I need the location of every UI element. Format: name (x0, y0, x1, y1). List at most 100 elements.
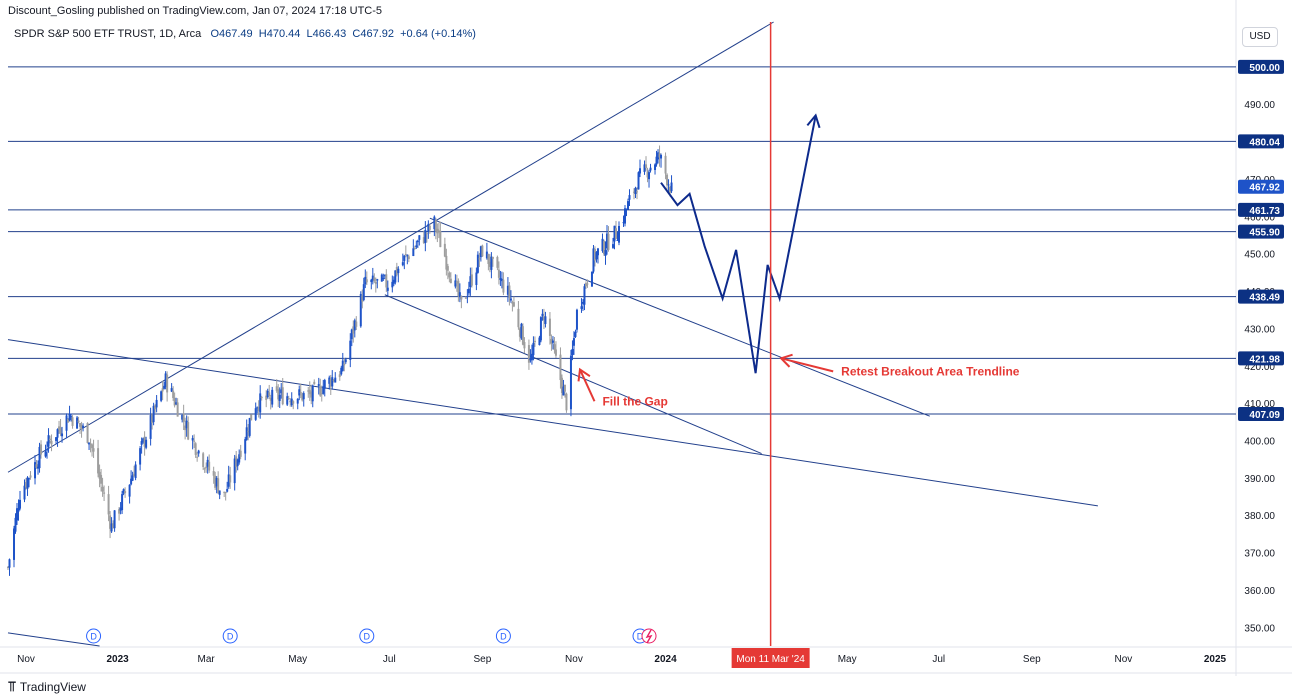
candle-body (107, 494, 110, 515)
candle-body (142, 438, 145, 442)
candle-body (185, 420, 188, 429)
x-tick-label: 2024 (654, 654, 677, 665)
candle-body (277, 389, 280, 400)
dividend-label: D (227, 632, 234, 642)
candle-body (539, 317, 542, 341)
candle-body (554, 349, 557, 356)
candle-body (365, 279, 368, 283)
candle-body (56, 429, 59, 438)
candle-body (223, 491, 226, 493)
candle-body (128, 484, 131, 497)
candle-body (350, 329, 353, 340)
publisher-bar: Discount_Gosling published on TradingVie… (0, 0, 1292, 22)
candle-body (448, 272, 451, 278)
candle-body (425, 233, 428, 235)
candle-body (173, 397, 176, 406)
candle-body (302, 393, 305, 400)
candle-body (470, 274, 473, 286)
candle-body (637, 172, 640, 190)
price-level-label: 480.04 (1249, 137, 1280, 148)
candle-body (236, 459, 239, 467)
price-level-label: 461.73 (1249, 206, 1280, 217)
legend-change: +0.64 (+0.14%) (400, 28, 476, 40)
candle-body (17, 508, 20, 512)
dividend-label: D (364, 632, 371, 642)
tradingview-brand[interactable]: ⫪ TradingView (8, 678, 86, 695)
y-tick-label: 460.00 (1244, 212, 1275, 223)
candle-body (664, 155, 667, 174)
candle-body (317, 384, 320, 386)
candle-body (496, 256, 499, 268)
dividend-icon (359, 628, 375, 644)
candle-body (299, 391, 302, 394)
candle-body (562, 386, 565, 396)
x-tick-label: Nov (17, 654, 35, 665)
candle-body (458, 292, 461, 297)
candle-body (559, 354, 562, 381)
candle-body (593, 249, 596, 261)
candle-body (110, 523, 113, 532)
candle-body (118, 509, 121, 514)
candle-body (499, 278, 502, 280)
trendline (7, 632, 100, 647)
candle-body (551, 340, 554, 343)
date-marker-label: Mon 11 Mar '24 (736, 654, 805, 665)
candle-body (404, 253, 407, 255)
candle-body (669, 186, 672, 193)
current-price-label: 467.92 (1249, 183, 1280, 194)
currency-button[interactable]: USD (1242, 27, 1278, 47)
candle-body (617, 225, 620, 243)
x-tick-label: Sep (473, 654, 491, 665)
candle-body (37, 466, 40, 469)
candle-body (229, 475, 232, 483)
candle-body (512, 302, 515, 307)
candle-body (481, 245, 484, 257)
candle-body (152, 405, 155, 423)
y-tick-label: 370.00 (1244, 549, 1275, 560)
candle-body (322, 386, 325, 394)
candle-body (181, 415, 184, 420)
candle-body (245, 427, 248, 440)
candle-body (391, 281, 394, 288)
candle-body (59, 427, 62, 434)
candle-body (227, 474, 230, 487)
candle-body (439, 230, 442, 248)
price-chart[interactable]: 350.00 360.00 370.00 380.00 390.00 400.00 410.… (0, 0, 1292, 676)
x-tick-label: 2023 (106, 654, 129, 665)
candle-body (149, 415, 152, 439)
candle-body (334, 377, 337, 383)
candle-body (654, 164, 657, 170)
candle-body (119, 507, 122, 511)
candle-body (649, 167, 652, 171)
candle-body (239, 450, 242, 457)
candle-body (407, 256, 410, 260)
candle-body (170, 388, 173, 392)
candle-body (364, 276, 367, 285)
candle-body (203, 468, 206, 470)
candle-body (464, 297, 467, 299)
candle-body (497, 269, 500, 278)
candle-body (413, 247, 416, 249)
candle-body (320, 393, 323, 395)
candle-body (292, 401, 295, 404)
candle-body (98, 471, 101, 479)
candle-body (281, 387, 284, 405)
candle-body (508, 285, 511, 298)
candle-body (581, 301, 584, 304)
x-tick-label: Nov (565, 654, 583, 665)
x-tick-label: Sep (1023, 654, 1041, 665)
candle-body (392, 279, 395, 284)
candle-body (666, 174, 669, 186)
candle-body (476, 254, 479, 273)
candle-body (214, 475, 217, 488)
candle-body (311, 385, 314, 402)
candle-body (155, 399, 158, 408)
candle-body (310, 391, 313, 398)
candle-body (506, 285, 509, 295)
candle-body (86, 422, 89, 443)
candle-body (542, 316, 545, 321)
candle-body (194, 443, 197, 455)
lightning-glyph (645, 629, 653, 644)
candle-body (328, 377, 331, 384)
candle-body (28, 478, 31, 480)
